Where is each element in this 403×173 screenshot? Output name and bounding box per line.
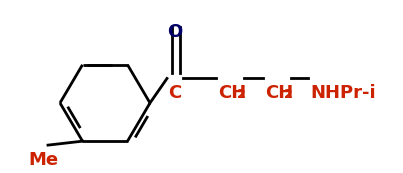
Text: 2: 2 xyxy=(284,88,293,101)
Text: CH: CH xyxy=(218,84,246,102)
Text: CH: CH xyxy=(265,84,293,102)
Text: O: O xyxy=(167,22,183,40)
Text: C: C xyxy=(168,84,182,102)
Text: 2: 2 xyxy=(237,88,246,101)
Text: NHPr-i: NHPr-i xyxy=(310,84,376,102)
Text: Me: Me xyxy=(28,151,58,169)
